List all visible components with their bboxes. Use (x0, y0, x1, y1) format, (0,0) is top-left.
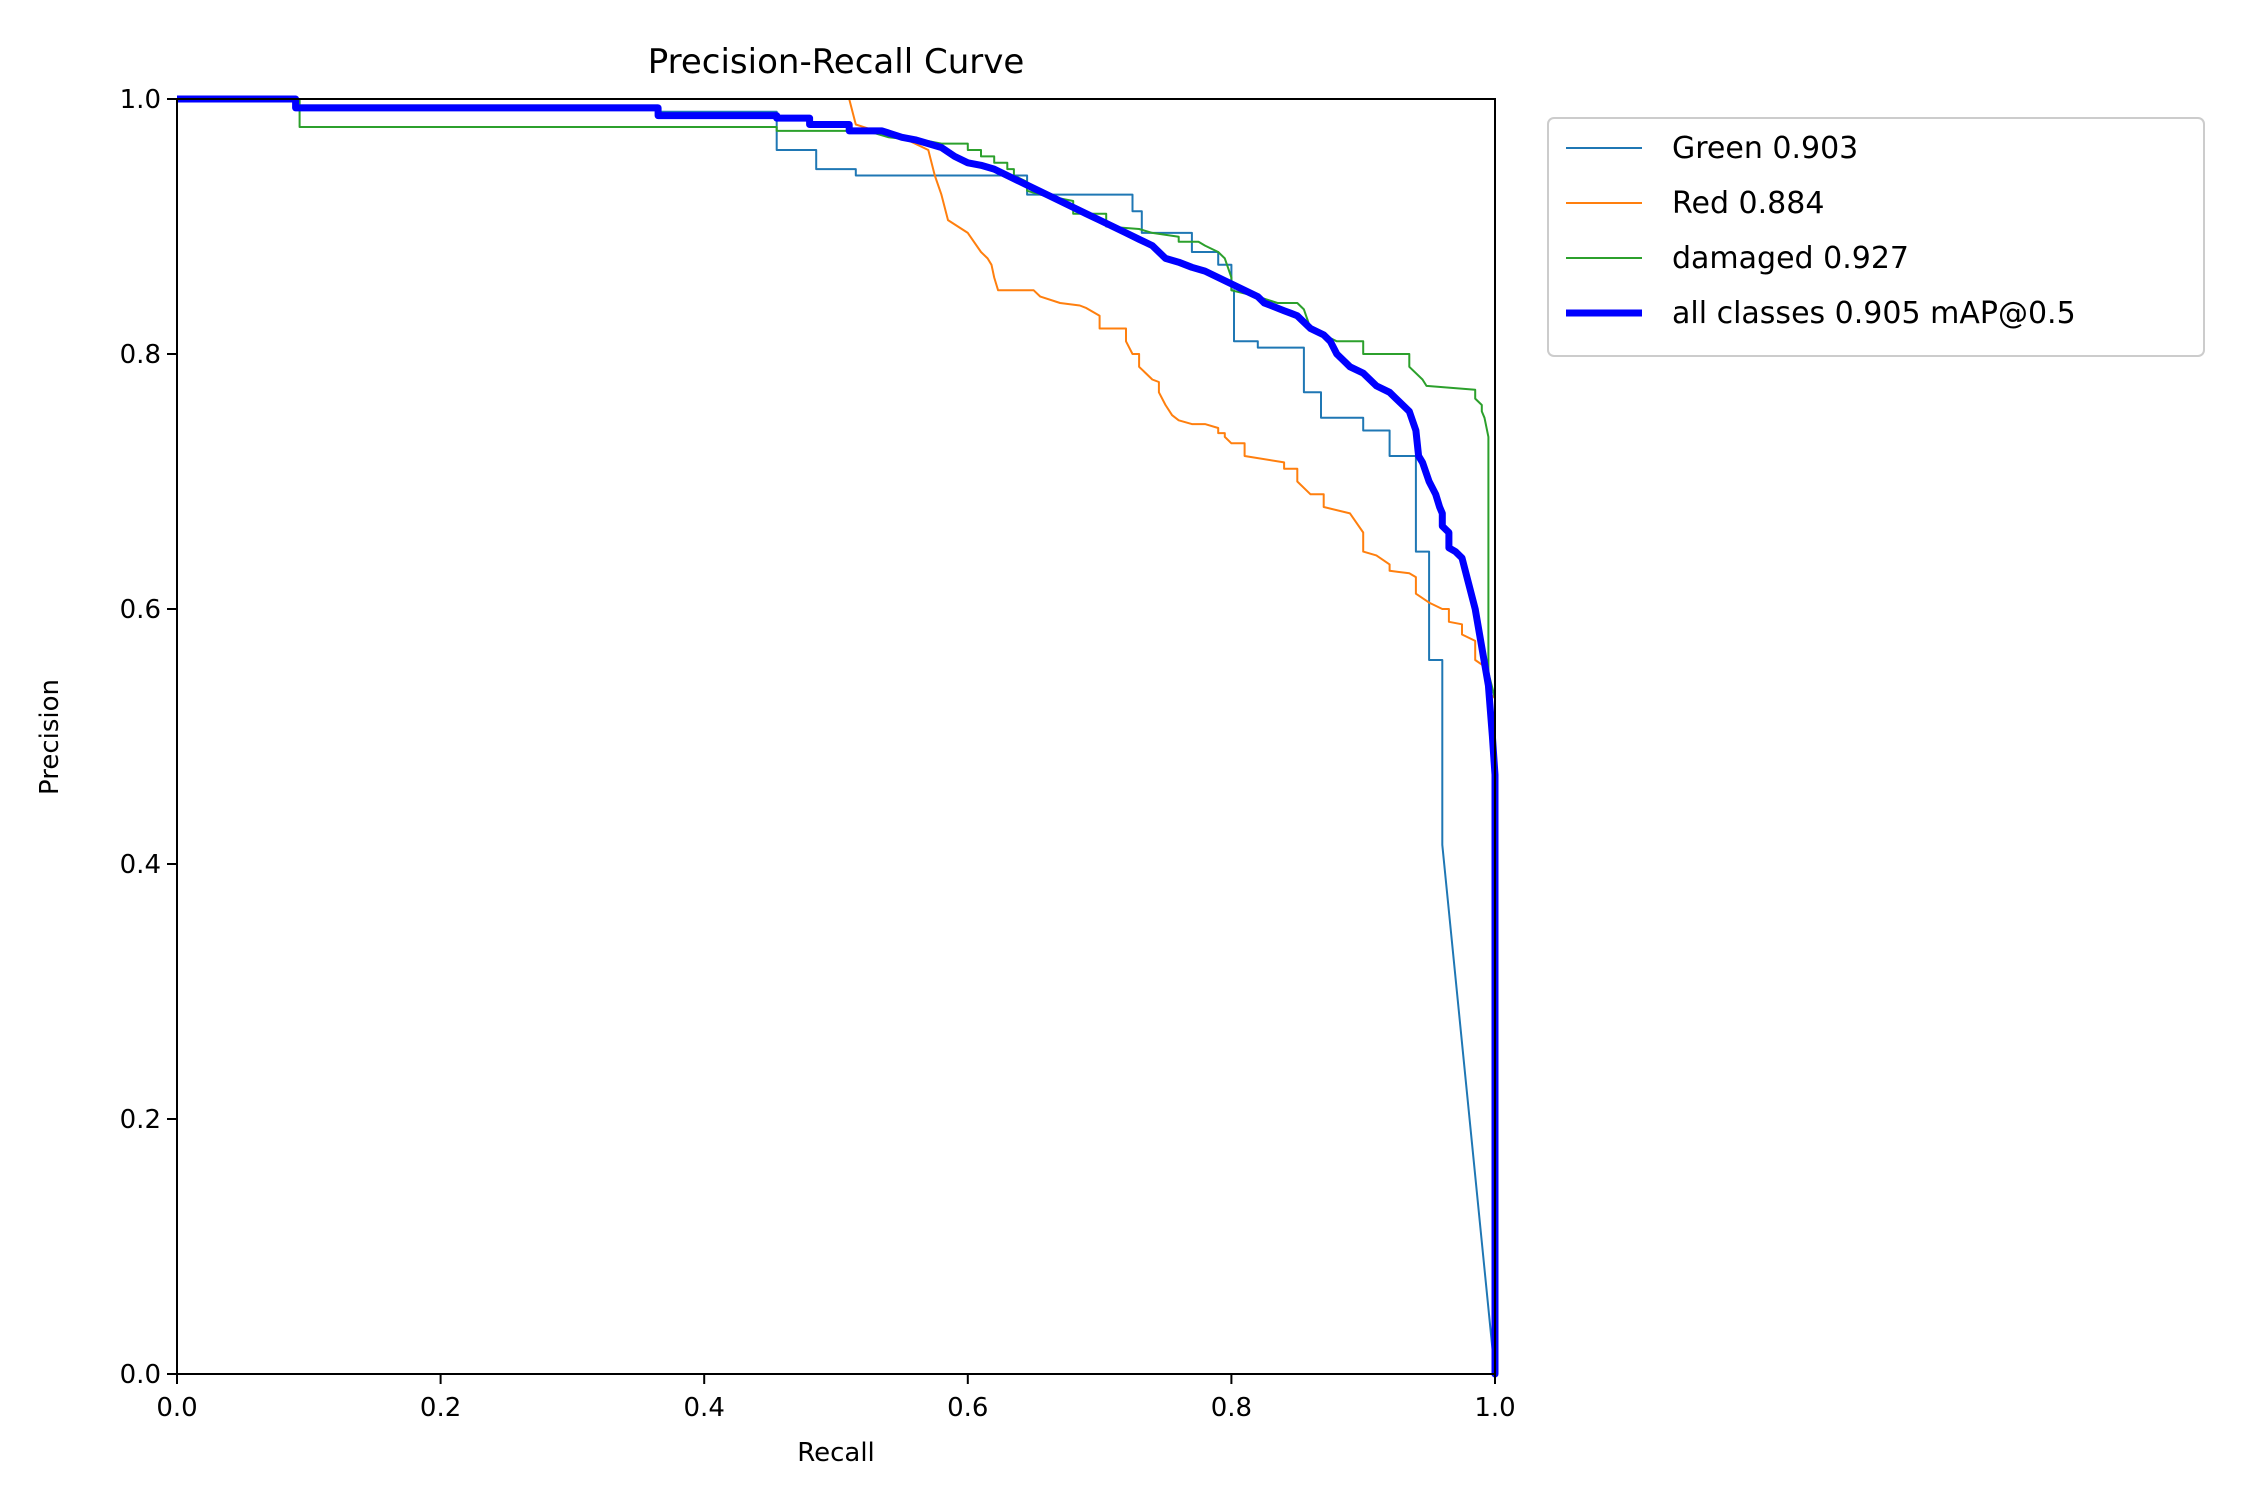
y-tick-label: 0.4 (120, 850, 161, 880)
legend-label-3: all classes 0.905 mAP@0.5 (1672, 296, 2076, 331)
x-tick-label: 0.8 (1211, 1393, 1252, 1423)
x-tick-label: 0.2 (420, 1393, 461, 1423)
y-tick-label: 0.8 (120, 340, 161, 370)
x-axis-label: Recall (797, 1438, 875, 1468)
series-line-0 (177, 98, 1496, 1375)
x-tick-label: 0.4 (684, 1393, 725, 1423)
chart-title: Precision-Recall Curve (648, 42, 1025, 82)
legend-box (1547, 117, 2205, 357)
legend: Green 0.903 Red 0.884 damaged 0.927 all cla… (1547, 117, 2205, 357)
y-tick-label: 0.2 (120, 1105, 161, 1135)
axes: 0.0 0.2 0.4 0.6 0.8 1.0 0.0 0.2 0.4 0.6 0.8 1.0 (120, 85, 1516, 1423)
legend-label-1: Red 0.884 (1672, 186, 1824, 221)
series-line-1 (848, 98, 1496, 1375)
plot-area (177, 95, 1499, 1378)
series-line-3 (177, 95, 1499, 1378)
y-axis-label: Precision (35, 679, 65, 795)
x-tick-label: 0.6 (947, 1393, 988, 1423)
legend-label-0: Green 0.903 (1672, 131, 1858, 166)
y-tick-label: 0.6 (120, 595, 161, 625)
x-tick-label: 0.0 (156, 1393, 197, 1423)
x-tick-label: 1.0 (1474, 1393, 1515, 1423)
y-tick-label: 0.0 (120, 1360, 161, 1390)
y-tick-label: 1.0 (120, 85, 161, 115)
series-line-2 (177, 98, 1496, 1375)
plot-frame (176, 98, 1496, 1375)
legend-label-2: damaged 0.927 (1672, 241, 1909, 276)
